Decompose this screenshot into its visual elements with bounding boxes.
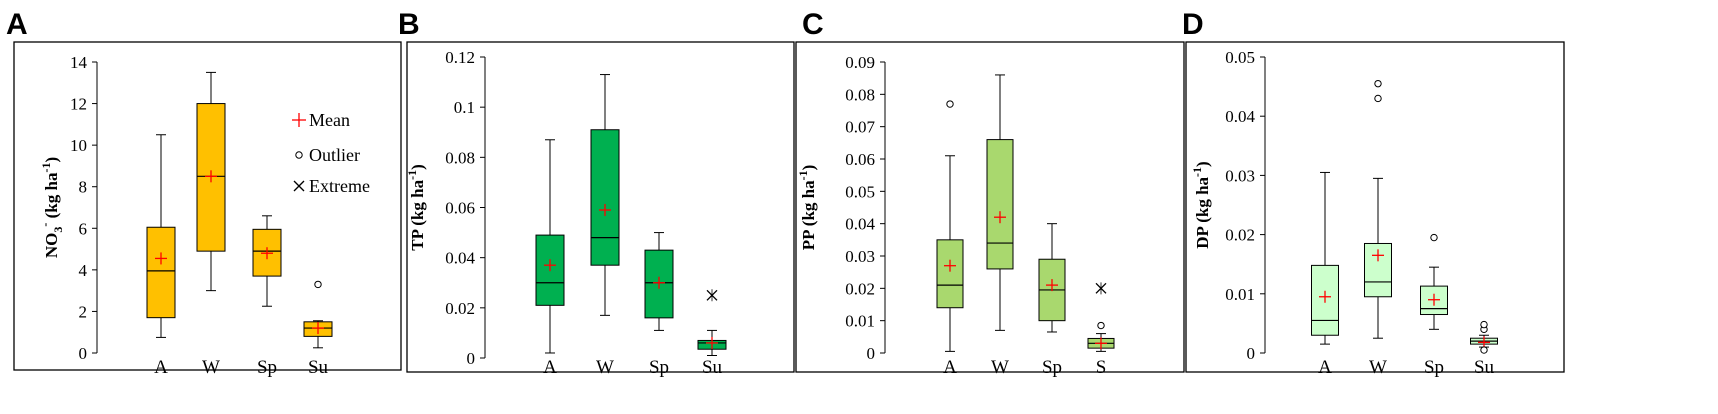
y-tick-label: 0.02	[445, 299, 475, 318]
y-tick-label: 4	[79, 261, 88, 280]
panel-letter: A	[6, 8, 28, 41]
panel-a: A 0 2 4 6 8 10 12 14 NO3- (kg ha-1) A W Sp Su Mean Outl…	[6, 8, 402, 378]
box-sp	[1038, 223, 1066, 333]
y-tick-label: 0.05	[845, 182, 875, 201]
y-tick-label: 2	[79, 302, 88, 321]
iqr-box	[146, 226, 176, 319]
category-label: A	[154, 357, 168, 378]
outlier-point	[314, 280, 322, 289]
outlier-point	[1480, 346, 1488, 354]
legend: Mean Outlier Extreme	[292, 110, 370, 196]
iqr-box	[1364, 242, 1392, 298]
y-tick-label: 0.04	[1225, 107, 1255, 126]
y-tick-label: 0.08	[845, 85, 875, 104]
box-w	[196, 71, 226, 292]
category-label: A	[543, 357, 557, 378]
category-label: W	[1369, 357, 1387, 378]
y-tick-label: 0.09	[845, 53, 875, 72]
y-tick-label: 14	[70, 53, 88, 72]
y-tick-label: 0	[79, 344, 88, 363]
y-axis-label: DP (kg ha-1)	[1190, 161, 1212, 248]
box-a	[1311, 171, 1339, 345]
box-su	[697, 289, 727, 356]
box-w	[986, 74, 1014, 331]
y-tick-label: 12	[70, 95, 87, 114]
y-tick-label: 0.04	[445, 249, 475, 268]
y-tick-label: 0.08	[445, 148, 475, 167]
y-tick-label: 0	[467, 349, 476, 368]
box-a	[146, 134, 176, 338]
panel-frame	[1185, 41, 1565, 373]
panel-letter: D	[1182, 8, 1204, 41]
y-tick-label: 0.07	[845, 118, 875, 137]
outlier-point	[1374, 79, 1382, 88]
y-tick-label: 0.12	[445, 48, 475, 67]
box-sp	[644, 232, 674, 331]
y-axis-label: NO3- (kg ha-1)	[38, 157, 65, 258]
box-sp	[1420, 233, 1448, 330]
panel-frame	[13, 41, 402, 371]
y-tick-label: 0.1	[454, 98, 475, 117]
box-su	[303, 280, 333, 349]
panel-letter: C	[802, 8, 824, 41]
outlier-point	[1097, 321, 1105, 330]
box-s	[1087, 282, 1115, 352]
category-label: Su	[1474, 357, 1495, 378]
category-label: W	[991, 357, 1009, 378]
y-tick-label: 0.03	[1225, 166, 1255, 185]
panel-b: B 0 0.02 0.04 0.06 0.08 0.1 0.12 TP (kg ha-1) A W S…	[398, 8, 795, 378]
panel-letter: B	[398, 8, 420, 41]
y-axis-label: PP (kg ha-1)	[796, 165, 818, 251]
panel-d: D 0 0.01 0.02 0.03 0.04 0.05 DP (kg ha-1) A W Sp Su	[1182, 8, 1565, 378]
category-label: Sp	[1042, 357, 1062, 378]
category-label: Sp	[649, 357, 669, 378]
panel-c: C 0 0.01 0.02 0.03 0.04 0.05 0.06 0.07 0.08 0.09 PP…	[795, 8, 1185, 378]
y-tick-label: 0.05	[1225, 48, 1255, 67]
category-label: A	[1318, 357, 1332, 378]
legend-outlier-marker	[295, 151, 303, 159]
y-tick-label: 8	[79, 178, 88, 197]
y-tick-label: 6	[79, 219, 88, 238]
legend-extreme-marker	[293, 180, 305, 192]
y-tick-label: 0	[1247, 344, 1256, 363]
outlier-point	[1374, 94, 1382, 103]
category-label: S	[1096, 357, 1107, 378]
box-sp	[252, 215, 282, 307]
box-su	[1470, 320, 1498, 354]
panel-frame	[406, 41, 795, 373]
category-label: W	[202, 357, 220, 378]
panel-frame	[795, 41, 1185, 373]
y-tick-label: 0.06	[445, 199, 475, 218]
y-tick-label: 0.01	[1225, 285, 1255, 304]
legend-mean-label: Mean	[309, 110, 350, 130]
category-label: Su	[308, 357, 329, 378]
outlier-point	[1480, 320, 1488, 329]
y-axis-label: TP (kg ha-1)	[405, 164, 427, 251]
box-a	[936, 100, 964, 352]
iqr-box	[986, 139, 1014, 270]
box-a	[535, 139, 565, 354]
y-tick-label: 10	[70, 136, 87, 155]
y-tick-label: 0.02	[845, 279, 875, 298]
y-tick-label: 0.01	[845, 312, 875, 331]
legend-outlier-label: Outlier	[309, 145, 360, 165]
category-label: Sp	[257, 357, 277, 378]
y-tick-label: 0.04	[845, 215, 875, 234]
outlier-point	[946, 100, 954, 108]
y-tick-label: 0.02	[1225, 226, 1255, 245]
y-tick-label: 0.06	[845, 150, 875, 169]
category-label: W	[596, 357, 614, 378]
iqr-box	[936, 239, 964, 309]
category-label: Sp	[1424, 357, 1444, 378]
y-tick-label: 0.03	[845, 247, 875, 266]
box-w	[590, 74, 620, 316]
category-label: Su	[702, 357, 723, 378]
outlier-point	[1430, 233, 1438, 242]
box-w	[1364, 79, 1392, 339]
iqr-box	[590, 129, 620, 266]
category-label: A	[943, 357, 957, 378]
y-tick-label: 0	[867, 344, 876, 363]
legend-extreme-label: Extreme	[309, 176, 370, 196]
